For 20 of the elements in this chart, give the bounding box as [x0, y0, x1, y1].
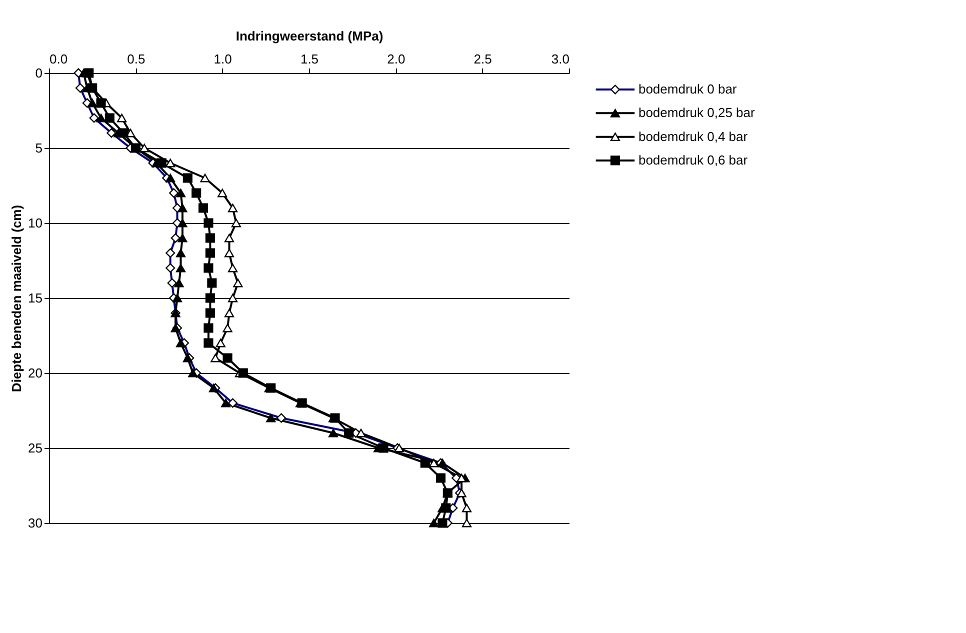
x-tick-label: 0.0 [50, 52, 68, 66]
y-tick-label: 20 [28, 366, 42, 380]
legend-label: bodemdruk 0,6 bar [638, 152, 748, 168]
x-tick-label: 0.5 [127, 52, 146, 66]
x-tick-label: 2.0 [387, 52, 406, 66]
legend-label: bodemdruk 0,25 bar [638, 105, 756, 120]
x-axis-title: Indringweerstand (MPa) [236, 28, 384, 44]
y-tick-label: 15 [28, 290, 42, 306]
y-tick-label: 10 [28, 216, 42, 230]
legend-label: bodemdruk 0 bar [638, 82, 738, 97]
y-tick-label: 5 [35, 140, 42, 156]
x-tick-label: 3.0 [551, 52, 570, 66]
y-tick-label: 30 [28, 516, 42, 530]
y-tick-label: 0 [35, 66, 42, 80]
y-tick-label: 25 [28, 440, 42, 456]
legend-label: bodemdruk 0,4 bar [638, 128, 748, 144]
x-tick-label: 1.5 [300, 52, 319, 66]
x-tick-label: 1.0 [214, 52, 232, 66]
y-axis-title: Diepte beneden maaiveld (cm) [9, 204, 24, 392]
x-tick-label: 2.5 [474, 52, 492, 66]
